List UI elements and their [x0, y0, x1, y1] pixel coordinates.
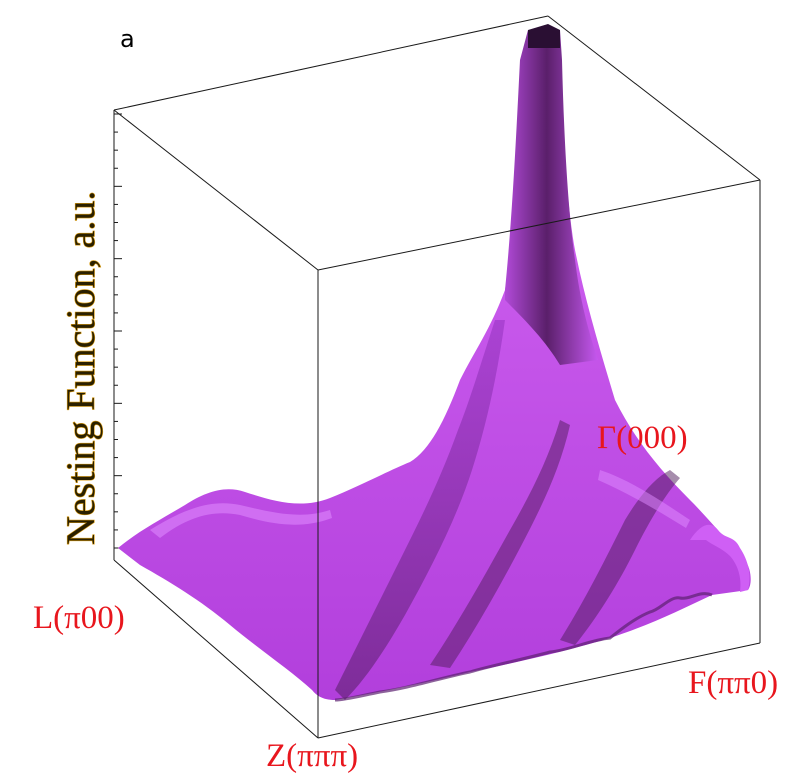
f-point-label: F(ππ0): [688, 665, 778, 701]
l-point-label: L(π00): [33, 600, 125, 636]
bounding-box-back: [113, 15, 761, 560]
z-point-label: Z(πππ): [266, 738, 358, 774]
surface-right-ripple: [690, 524, 750, 592]
surface-highlight-left: [150, 503, 332, 538]
surface-ridge-f: [560, 470, 680, 645]
gamma-point-label: Γ(000): [597, 420, 688, 456]
surface-body: [118, 34, 751, 700]
panel-label: a: [120, 25, 135, 53]
gamma-peak: [505, 30, 598, 365]
surface-ridge-z: [335, 320, 505, 700]
nesting-surface: [118, 24, 751, 702]
surface-highlight-right: [598, 470, 690, 528]
surface-front-edge: [334, 592, 713, 702]
gamma-peak-top: [528, 24, 560, 48]
z-axis-label: Nesting Function, a.u.: [58, 191, 103, 545]
surface-ridge-center: [430, 420, 570, 668]
bounding-box-front: [113, 109, 761, 739]
z-axis-ticks: [114, 113, 122, 549]
